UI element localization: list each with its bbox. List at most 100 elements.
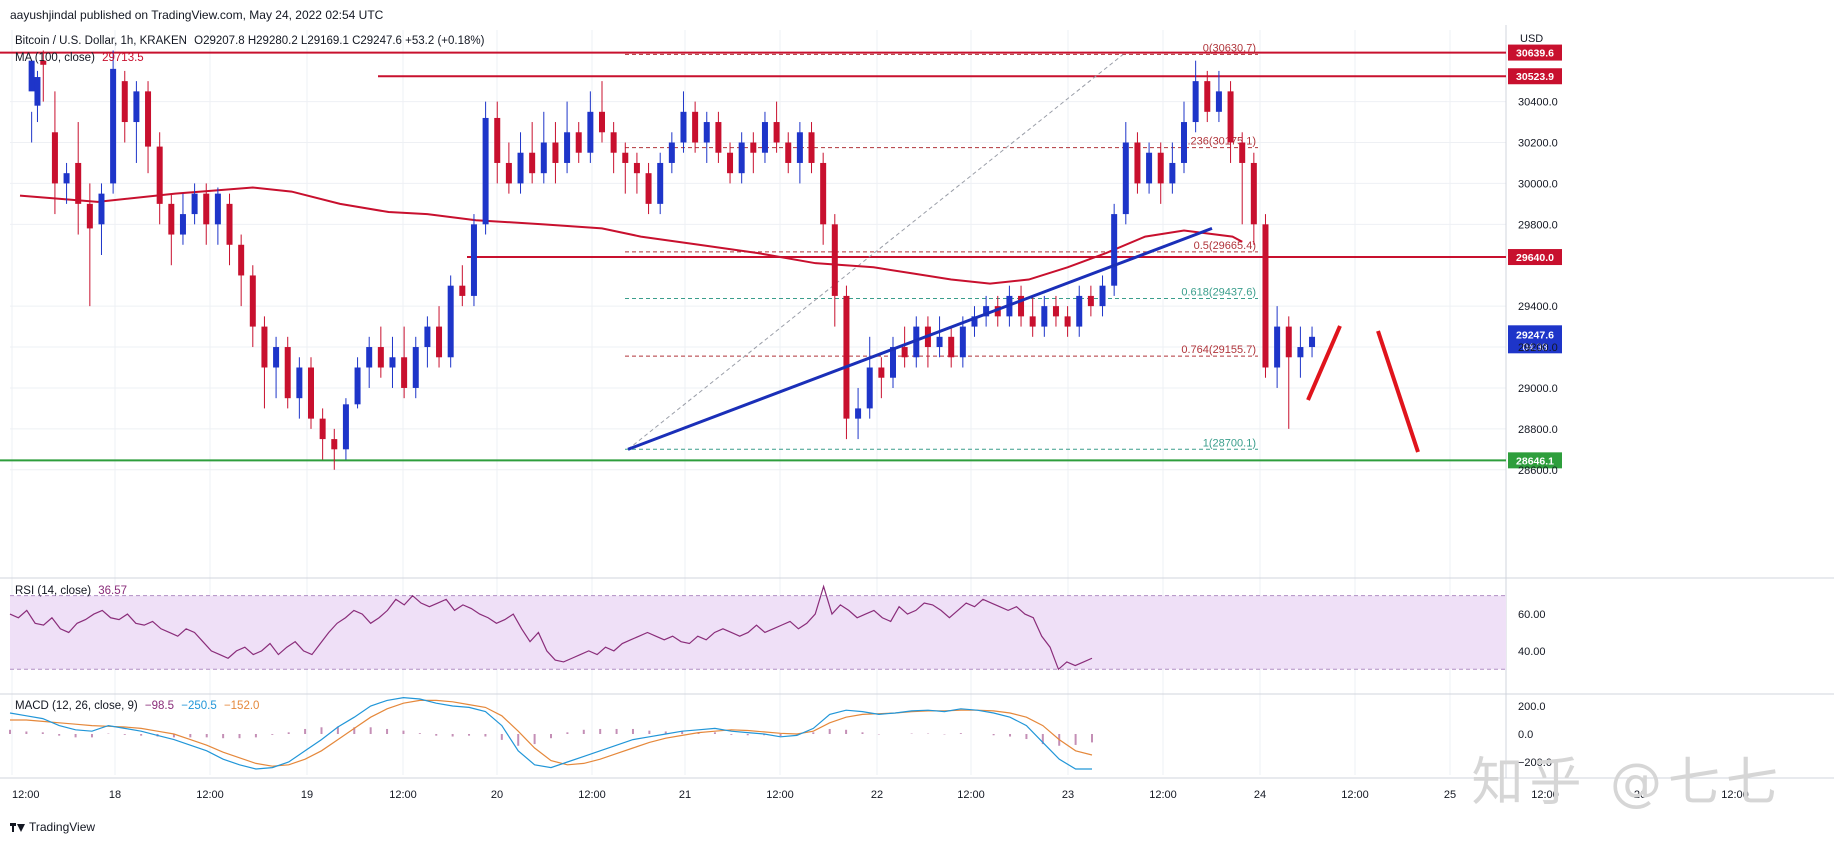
fib-level-label: 0.764(29155.7) — [1181, 344, 1256, 356]
level-price-badge — [1508, 249, 1562, 266]
candle-body — [482, 117, 489, 225]
candle-body — [412, 347, 419, 388]
rsi-pane: 60.00 40.00 — [9, 584, 1546, 671]
candle-body — [1239, 142, 1246, 163]
time-tick-label: 25 — [1444, 789, 1456, 801]
fib-level-label: 0(30630.7) — [1203, 42, 1256, 54]
currency-label: USD — [1520, 33, 1543, 45]
candle-body — [110, 68, 117, 184]
ma-100-line — [19, 186, 1243, 285]
candle-body — [1146, 152, 1153, 184]
candles — [28, 50, 1316, 470]
candle-body — [226, 203, 233, 245]
countdown-label: 04:38 — [1522, 342, 1547, 353]
candle-body — [377, 347, 384, 368]
candle-body — [971, 316, 978, 327]
candle-body — [680, 111, 687, 143]
watermark-text: 知乎 @七七 — [1471, 753, 1784, 813]
candle-body — [1181, 122, 1187, 163]
price-tick-label: 28600.0 — [1518, 465, 1558, 477]
publish-header: aayushjindal published on TradingView.co… — [10, 8, 384, 22]
projection-down-stroke — [1376, 330, 1420, 453]
fib-level-label: 0.5(29665.4) — [1194, 240, 1256, 252]
candle-body — [1192, 81, 1199, 123]
candle-body — [796, 132, 803, 163]
candle-body — [610, 132, 617, 153]
candle-body — [948, 336, 955, 358]
macd-line — [9, 696, 1092, 770]
time-axis: 12:00 18 12:00 19 12:00 20 12:00 21 12:00 22 12:00… — [12, 789, 1749, 801]
candle-body — [599, 111, 605, 133]
candle-body — [1134, 142, 1141, 184]
candle-body — [727, 152, 734, 174]
price-tick-label: 29000.0 — [1518, 383, 1558, 395]
candle-body — [133, 91, 140, 123]
candle-body — [308, 367, 314, 419]
time-tick-label: 22 — [871, 789, 883, 801]
candle-body — [40, 60, 47, 65]
candle-body — [750, 142, 757, 153]
ma-label: MA (100, close) — [15, 52, 95, 64]
rsi-line — [9, 584, 1093, 671]
level-price-label: 30523.9 — [1516, 71, 1554, 83]
candle-body — [761, 122, 768, 153]
candle-body — [424, 326, 431, 348]
candle-body — [98, 193, 105, 225]
level-price-label: 30639.6 — [1516, 48, 1554, 60]
candle-body — [1041, 306, 1048, 327]
candle-body — [913, 326, 920, 358]
time-tick-label: 20 — [491, 789, 503, 801]
candle-body — [890, 347, 896, 378]
candle-body — [1262, 224, 1269, 368]
last-price-badge — [1508, 325, 1562, 354]
time-tick-label: 26 — [1634, 789, 1646, 801]
price-tick-label: 29200.0 — [1518, 342, 1558, 354]
candle-body — [447, 285, 454, 358]
candle-body — [354, 367, 361, 405]
price-axis: USD 30400.0 30200.0 30000.0 29800.0 29400.0 29… — [1518, 33, 1558, 477]
candle-body — [168, 203, 175, 235]
price-tick-label: 30400.0 — [1518, 97, 1558, 109]
candle-body — [505, 162, 512, 184]
candle-body — [657, 162, 664, 204]
candle-body — [319, 418, 326, 440]
trend-line — [627, 227, 1213, 451]
macd-tick-label: 0.0 — [1518, 729, 1533, 741]
candle-body — [86, 203, 93, 229]
candle-body — [517, 152, 524, 184]
bullish-trend-line — [627, 227, 1213, 451]
candle-body — [715, 122, 722, 153]
fib-level-label: 0.236(30175.1) — [1181, 136, 1256, 148]
candle-body — [1157, 152, 1164, 184]
candle-body — [575, 132, 582, 153]
candle-body — [552, 142, 559, 163]
candle-body — [738, 142, 745, 174]
candle-body — [1018, 295, 1025, 317]
candle-body — [203, 193, 210, 225]
candle-body — [1215, 91, 1222, 112]
rsi-label: RSI (14, close) — [15, 585, 92, 597]
candle-body — [34, 77, 41, 106]
time-tick-label: 12:00 — [1531, 789, 1559, 801]
price-tick-label: 30200.0 — [1518, 138, 1558, 150]
candle-body — [703, 122, 710, 143]
macd-pane: 200.0 0.0 −200.0 — [9, 696, 1552, 770]
footer-brand[interactable]: TradingView — [10, 820, 95, 834]
candle-body — [28, 60, 35, 92]
candle-body — [494, 117, 501, 163]
candle-body — [1274, 326, 1281, 368]
footer-brand-label: TradingView — [29, 820, 96, 834]
moving-average — [19, 186, 1243, 285]
time-tick-label: 12:00 — [766, 789, 794, 801]
time-tick-label: 12:00 — [1341, 789, 1369, 801]
level-price-label: 28646.1 — [1516, 455, 1554, 467]
candle-body — [866, 367, 873, 409]
horizontal-levels: 30639.6 30523.9 29640.0 28646.1 — [0, 44, 1562, 469]
candle-body — [1309, 336, 1316, 348]
candle-body — [296, 367, 303, 399]
time-tick-label: 12:00 — [1149, 789, 1177, 801]
last-price-label: 29247.6 — [1516, 329, 1554, 341]
rsi-tick-label: 60.00 — [1518, 609, 1546, 621]
rsi-legend: RSI (14, close) 36.57 — [15, 585, 127, 597]
